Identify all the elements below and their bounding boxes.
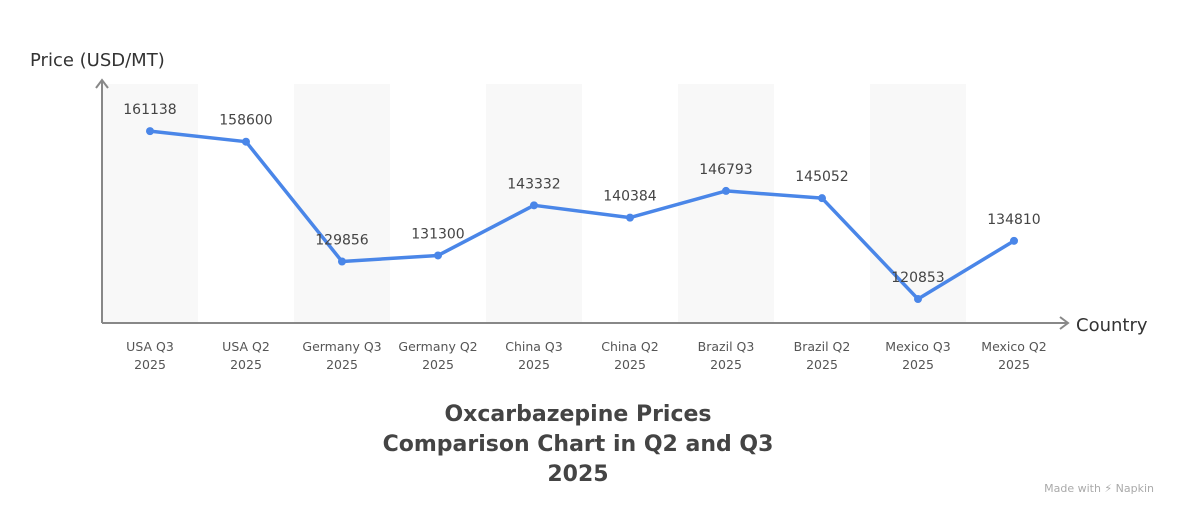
x-axis-label: Country <box>1076 315 1148 336</box>
background-band <box>678 84 774 323</box>
x-tick-label: Brazil Q2 2025 <box>794 339 851 372</box>
data-label: 145052 <box>795 169 848 185</box>
data-point <box>818 194 826 203</box>
x-tick-label: Germany Q2 2025 <box>398 339 477 372</box>
chart-title: Oxcarbazepine Prices Comparison Chart in… <box>382 402 774 487</box>
x-tick-label: USA Q2 2025 <box>222 339 270 372</box>
data-point <box>146 127 154 136</box>
data-point <box>1010 236 1018 245</box>
background-band <box>102 84 198 323</box>
y-axis-arrow-icon <box>95 78 109 89</box>
x-tick-label: Germany Q3 2025 <box>302 339 381 372</box>
data-point <box>242 137 250 146</box>
x-tick-label: Mexico Q3 2025 <box>885 339 950 372</box>
data-label: 140384 <box>603 189 657 205</box>
x-tick-label: USA Q3 2025 <box>126 339 174 372</box>
background-band <box>870 84 966 323</box>
data-point <box>626 213 634 222</box>
data-point <box>530 201 538 210</box>
background-band <box>294 84 390 323</box>
series-line <box>149 129 1015 301</box>
made-with-napkin-brand[interactable]: Made with ⚡ Napkin <box>1044 482 1154 495</box>
data-point <box>914 295 922 304</box>
x-tick-label: Brazil Q3 2025 <box>698 339 755 372</box>
data-label: 158600 <box>219 113 272 129</box>
x-tick-label: China Q3 2025 <box>505 339 562 372</box>
data-label: 120853 <box>891 270 944 286</box>
x-axis-arrow-icon <box>1059 316 1070 330</box>
data-label: 146793 <box>699 162 752 178</box>
y-axis-label: Price (USD/MT) <box>30 50 165 71</box>
data-point <box>434 251 442 260</box>
data-label: 161138 <box>123 102 176 118</box>
x-tick-label: China Q2 2025 <box>601 339 658 372</box>
data-point <box>338 257 346 266</box>
data-label: 129856 <box>315 232 369 248</box>
data-label: 143332 <box>507 176 560 192</box>
data-label: 134810 <box>987 212 1040 228</box>
data-label: 131300 <box>411 226 464 242</box>
data-point <box>722 186 730 195</box>
x-tick-label: Mexico Q2 2025 <box>981 339 1046 372</box>
